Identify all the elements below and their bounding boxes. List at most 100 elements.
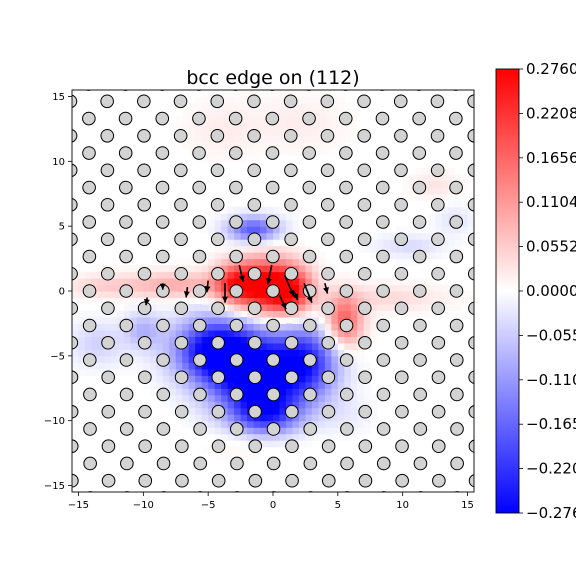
- heat-cell: [247, 154, 255, 162]
- atom: [192, 284, 207, 298]
- heat-cell: [292, 388, 300, 396]
- heat-cell: [149, 329, 157, 337]
- heat-cell: [214, 297, 222, 305]
- heat-cell: [227, 265, 235, 273]
- heat-cell: [331, 427, 339, 435]
- heat-cell: [123, 303, 131, 312]
- heat-cell: [234, 226, 242, 234]
- heat-cell: [292, 148, 300, 156]
- heat-cell: [195, 414, 203, 422]
- heat-cell: [182, 284, 190, 292]
- heat-cell: [298, 349, 307, 357]
- heat-cell: [240, 401, 248, 409]
- heat-cell: [448, 303, 456, 312]
- heat-cell: [149, 278, 157, 286]
- heat-cell: [324, 420, 332, 428]
- atom: [467, 266, 474, 281]
- atom: [100, 266, 115, 281]
- heat-cell: [298, 355, 307, 363]
- heat-cell: [363, 278, 371, 286]
- heat-cell: [428, 174, 436, 182]
- heat-cell: [467, 291, 474, 299]
- heat-cell: [169, 297, 177, 305]
- heat-cell: [324, 316, 332, 325]
- heat-cell: [143, 278, 151, 286]
- heat-cell: [117, 278, 125, 286]
- heat-cell: [208, 154, 216, 162]
- heat-cell: [363, 329, 371, 337]
- heat-cell: [260, 388, 268, 396]
- heat-cell: [331, 414, 339, 422]
- heat-cell: [331, 115, 339, 124]
- heat-cell: [461, 297, 469, 305]
- heat-cell: [428, 310, 436, 318]
- atom: [432, 473, 446, 488]
- heat-cell: [188, 375, 196, 383]
- heat-cell: [441, 180, 449, 188]
- heat-cell: [279, 90, 287, 98]
- atom: [248, 473, 263, 488]
- heat-cell: [273, 303, 281, 312]
- heat-cell: [227, 141, 235, 149]
- heat-cell: [240, 291, 248, 299]
- heat-cell: [279, 135, 287, 143]
- heat-cell: [370, 407, 378, 415]
- heat-cell: [247, 329, 255, 337]
- heat-cell: [117, 349, 125, 357]
- heat-cell: [247, 420, 255, 428]
- heat-cell: [149, 303, 157, 312]
- heat-cell: [273, 310, 281, 318]
- atom: [357, 94, 371, 109]
- atom: [376, 353, 391, 367]
- heat-cell: [370, 316, 378, 325]
- heat-cell: [188, 388, 196, 396]
- heat-cell: [240, 284, 248, 292]
- heat-cell: [273, 271, 281, 279]
- heat-cell: [84, 349, 93, 357]
- heat-cell: [422, 167, 430, 175]
- heat-cell: [441, 297, 449, 305]
- heat-cell: [266, 265, 274, 273]
- heat-cell: [311, 96, 319, 104]
- y-tick-label: 10: [52, 157, 65, 168]
- heat-cell: [247, 109, 255, 117]
- heat-cell: [214, 420, 222, 428]
- heat-cell: [357, 291, 365, 299]
- heat-cell: [454, 174, 462, 182]
- heat-cell: [227, 446, 235, 454]
- heat-cell: [285, 323, 294, 331]
- heat-cell: [78, 329, 86, 337]
- heat-cell: [149, 342, 157, 350]
- heat-cell: [162, 310, 170, 318]
- heat-cell: [97, 336, 106, 344]
- heat-cell: [221, 368, 229, 376]
- heat-cell: [247, 291, 255, 299]
- atom: [468, 405, 474, 419]
- heat-cell: [221, 219, 229, 227]
- heat-cell: [305, 368, 313, 376]
- heat-cell: [169, 394, 177, 402]
- atom: [358, 439, 373, 454]
- heat-cell: [221, 349, 229, 357]
- heat-cell: [311, 310, 319, 318]
- heat-cell: [357, 323, 365, 331]
- heat-cell: [357, 284, 365, 292]
- atom: [248, 404, 262, 419]
- atom: [72, 198, 78, 212]
- heat-cell: [292, 433, 300, 441]
- heat-cell: [91, 342, 99, 350]
- heat-cell: [182, 265, 190, 273]
- heat-cell: [331, 96, 339, 104]
- heat-cell: [337, 329, 345, 337]
- heat-cell: [415, 232, 423, 240]
- heat-cell: [208, 265, 216, 273]
- heat-cell: [350, 122, 358, 130]
- atom: [101, 335, 115, 350]
- atom: [210, 197, 225, 212]
- heat-cell: [227, 381, 235, 389]
- heat-cell: [234, 128, 242, 136]
- heat-cell: [234, 102, 242, 111]
- heat-cell: [402, 252, 410, 260]
- heat-cell: [292, 219, 300, 227]
- heat-cell: [428, 180, 436, 188]
